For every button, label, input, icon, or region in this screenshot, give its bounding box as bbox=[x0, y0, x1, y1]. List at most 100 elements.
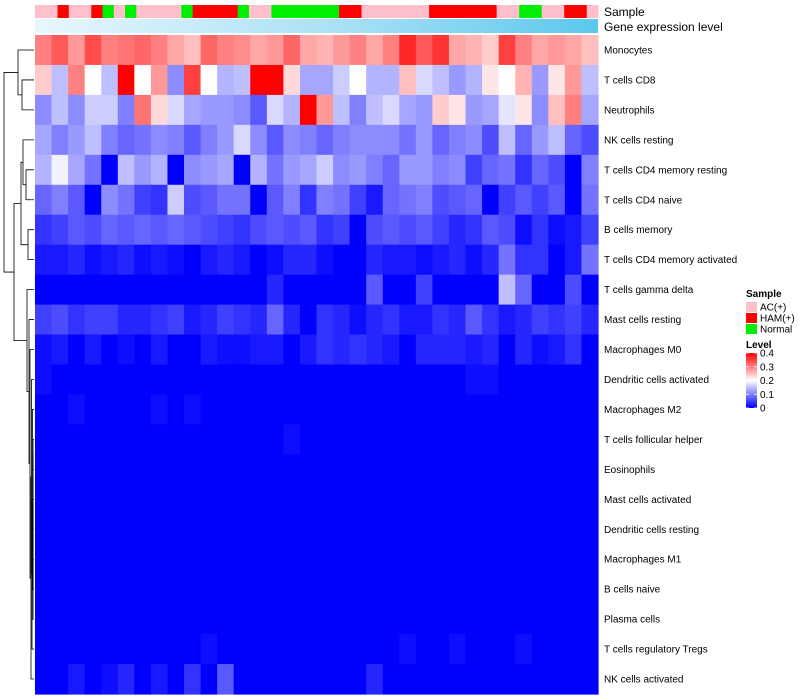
heatmap-cell bbox=[316, 64, 334, 96]
row-label: B cells naive bbox=[604, 585, 661, 596]
heatmap-cell bbox=[117, 184, 135, 216]
heatmap-cell bbox=[68, 544, 86, 575]
sample-annotation-cell bbox=[293, 5, 306, 18]
heatmap-cell bbox=[283, 274, 301, 306]
dendrogram-branch bbox=[20, 161, 28, 246]
heatmap-cell bbox=[432, 634, 450, 665]
heatmap-cell bbox=[101, 544, 119, 575]
heatmap-cell bbox=[250, 154, 268, 186]
legend-level-ticks: 0.4 0.3 0.2 0.1 0 bbox=[746, 349, 774, 415]
heatmap-cell bbox=[299, 244, 318, 276]
heatmap-cell bbox=[35, 574, 53, 605]
heatmap-cell bbox=[366, 274, 384, 306]
heatmap-cell bbox=[250, 484, 268, 515]
heatmap-cell bbox=[233, 454, 251, 485]
heatmap-cell bbox=[200, 94, 218, 126]
heatmap-cell bbox=[184, 94, 202, 126]
heatmap-cell bbox=[366, 664, 384, 695]
heatmap-cell bbox=[581, 454, 599, 485]
heatmap-cell bbox=[366, 484, 384, 515]
heatmap-cell bbox=[200, 484, 218, 515]
heatmap-cell bbox=[415, 124, 434, 156]
heatmap-cell bbox=[217, 454, 235, 485]
heatmap-cell bbox=[382, 484, 400, 515]
heatmap-cell bbox=[150, 214, 169, 246]
heatmap-cell bbox=[101, 634, 119, 665]
heatmap-cell bbox=[581, 544, 599, 575]
heatmap-cell bbox=[266, 184, 284, 216]
heatmap-cell bbox=[366, 364, 384, 396]
heatmap-cell bbox=[498, 94, 516, 126]
heatmap-cell bbox=[448, 154, 467, 186]
heatmap-cell bbox=[548, 574, 566, 605]
heatmap-cell bbox=[217, 124, 235, 156]
heatmap-cell bbox=[564, 544, 583, 575]
heatmap-cell bbox=[349, 424, 367, 455]
sample-annotation-cell bbox=[305, 5, 317, 18]
heatmap-cell bbox=[366, 94, 384, 126]
heatmap-cell bbox=[134, 184, 152, 216]
heatmap-cell bbox=[333, 424, 351, 455]
heatmap-cell bbox=[415, 484, 434, 515]
heatmap-cell bbox=[482, 424, 500, 455]
heatmap-cell bbox=[233, 154, 251, 186]
sample-annotation-cell bbox=[102, 5, 115, 18]
dendrogram-branch bbox=[32, 560, 34, 620]
heatmap-cell bbox=[266, 574, 284, 605]
heatmap-cell bbox=[415, 35, 434, 66]
row-label: Macrophages M1 bbox=[604, 555, 682, 566]
heatmap-cell bbox=[250, 664, 268, 695]
heatmap-cell bbox=[134, 514, 152, 545]
row-label: Eosinophils bbox=[604, 465, 655, 476]
heatmap-cell bbox=[448, 334, 467, 366]
heatmap-cell bbox=[233, 334, 251, 366]
heatmap-cell bbox=[581, 304, 599, 336]
heatmap-cell bbox=[448, 124, 467, 156]
sample-annotation-cell bbox=[68, 5, 81, 18]
legend-sample-label: AC(+) bbox=[760, 303, 786, 314]
heatmap-cell bbox=[399, 454, 417, 485]
sample-annotation-cell bbox=[462, 5, 475, 18]
row-label: NK cells activated bbox=[604, 675, 683, 686]
heatmap-cell bbox=[184, 124, 202, 156]
heatmap-cell bbox=[482, 184, 500, 216]
heatmap-cell bbox=[184, 484, 202, 515]
heatmap-cell bbox=[564, 574, 583, 605]
heatmap-cell bbox=[564, 634, 583, 665]
sample-annotation-cell bbox=[136, 5, 149, 18]
heatmap-cell bbox=[498, 214, 516, 246]
row-label: Plasma cells bbox=[604, 615, 660, 626]
heatmap-cell bbox=[35, 214, 53, 246]
heatmap-cell bbox=[233, 304, 251, 336]
heatmap-cell bbox=[432, 64, 450, 96]
heatmap-cell bbox=[266, 664, 284, 695]
heatmap-cell bbox=[184, 184, 202, 216]
heatmap-cell bbox=[316, 364, 334, 396]
heatmap-cell bbox=[316, 394, 334, 425]
heatmap-cell bbox=[498, 574, 516, 605]
heatmap-cell bbox=[35, 35, 53, 66]
heatmap-cell bbox=[366, 64, 384, 96]
heatmap-cell bbox=[564, 514, 583, 545]
heatmap-cell bbox=[432, 94, 450, 126]
heatmap-cell bbox=[51, 634, 69, 665]
sample-annotation-cell bbox=[35, 5, 47, 18]
heatmap-cell bbox=[382, 35, 400, 66]
heatmap-cell bbox=[51, 274, 69, 306]
heatmap-cell bbox=[283, 424, 301, 455]
heatmap-cell bbox=[448, 184, 467, 216]
heatmap-cell bbox=[217, 604, 235, 635]
dendrogram-branch bbox=[32, 438, 34, 470]
heatmap-cell bbox=[84, 124, 102, 156]
heatmap-cell bbox=[200, 664, 218, 695]
sample-annotation-cell bbox=[564, 5, 576, 18]
heatmap-cell bbox=[415, 424, 434, 455]
heatmap-cell bbox=[366, 244, 384, 276]
heatmap-cell bbox=[250, 184, 268, 216]
heatmap-cell bbox=[531, 394, 549, 425]
heatmap-cell bbox=[68, 394, 86, 425]
sample-annotation-bar bbox=[35, 5, 599, 18]
heatmap-cell bbox=[333, 514, 351, 545]
heatmap-cell bbox=[299, 124, 318, 156]
heatmap-cell bbox=[134, 364, 152, 396]
